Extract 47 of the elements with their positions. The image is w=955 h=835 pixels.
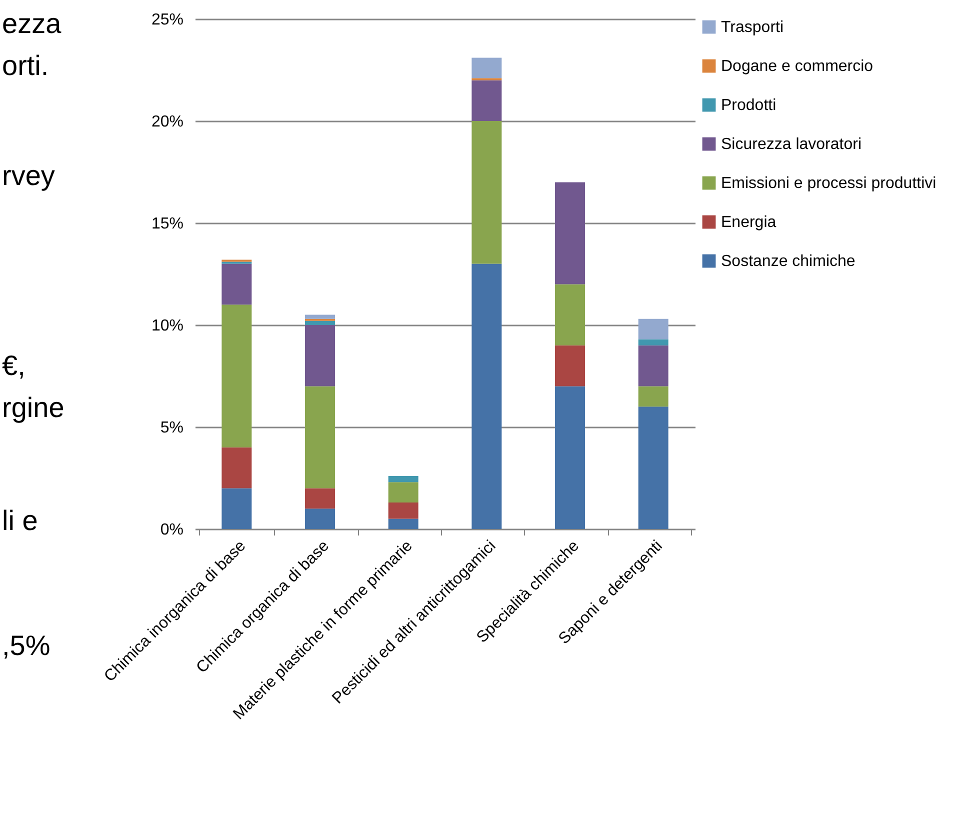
legend-label: Sicurezza lavoratori [721, 136, 862, 153]
bar [222, 447, 252, 488]
bar [555, 345, 585, 386]
bar [388, 502, 418, 519]
bar [305, 325, 335, 386]
bar [222, 304, 252, 448]
text: €, [2, 350, 26, 382]
bar [472, 121, 502, 264]
text: rvey [2, 160, 55, 192]
bar [638, 345, 668, 386]
bar [638, 318, 668, 340]
bar [222, 264, 252, 305]
text: li e [2, 505, 38, 537]
text: rgine [2, 392, 64, 424]
bar [472, 58, 502, 78]
legend-label: Trasporti [721, 19, 784, 36]
bar [305, 386, 335, 488]
y-tick-label: 5% [160, 420, 184, 436]
bar [638, 386, 668, 407]
legend-label: Energia [721, 214, 776, 231]
bar [388, 476, 418, 482]
bar [305, 314, 335, 319]
text: ezza [2, 8, 62, 40]
legend-label: Emissioni e processi produttivi [721, 175, 936, 192]
y-tick-label: 25% [151, 12, 184, 28]
y-tick-label: 10% [151, 318, 184, 334]
legend-label: Prodotti [721, 97, 776, 114]
text: ,5% [2, 630, 50, 662]
bar [388, 518, 418, 529]
bar [638, 339, 668, 346]
bar [305, 488, 335, 509]
bar [305, 320, 335, 325]
bar [638, 406, 668, 529]
bar [305, 508, 335, 529]
bar [472, 80, 502, 121]
bar [555, 284, 585, 346]
legend-label: Dogane e commercio [721, 58, 874, 75]
bar [388, 482, 418, 502]
bar [555, 182, 585, 284]
bar [472, 264, 502, 529]
y-tick-label: 20% [151, 114, 184, 130]
bar [555, 386, 585, 529]
bar [222, 488, 252, 529]
y-tick-label: 0% [160, 522, 184, 538]
legend-label: Sostanze chimiche [721, 253, 856, 270]
text: orti. [2, 50, 49, 82]
y-tick-label: 15% [151, 216, 184, 232]
